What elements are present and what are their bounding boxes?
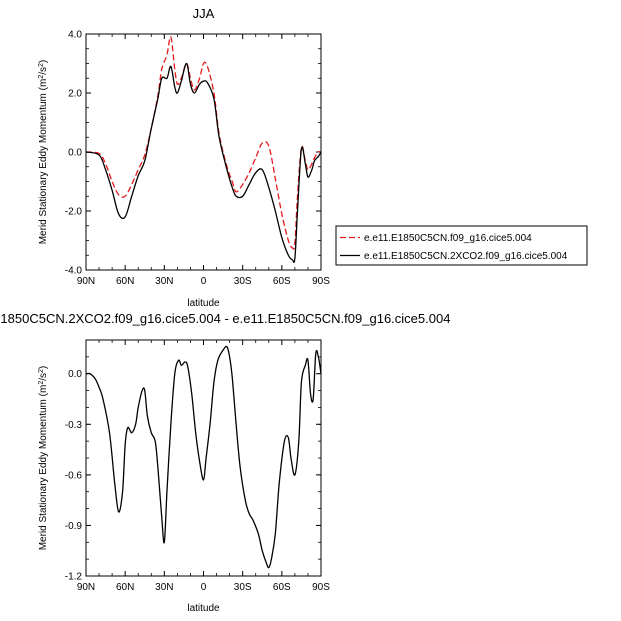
top-y-tick-label: -2.0 [65,207,83,218]
bottom-chart: e.e11.E1850C5CN.2XCO2.f09_g16.cice5.004 … [0,311,450,614]
bottom-y-tick-label: -1.2 [65,572,83,583]
bottom-x-tick-label: 30N [155,582,173,593]
top-x-tick-label: 0 [201,276,207,287]
legend-entry-control: e.e11.E1850C5CN.f09_g16.cice5.004 [364,233,532,244]
bottom-x-tick-label: 90N [77,582,95,593]
top-chart-title: JJA [193,6,215,21]
legend-box [335,225,588,266]
top-y-tick-label: 0.0 [68,148,82,159]
top-x-tick-label: 60S [273,276,291,287]
top-y-axis-label: Merid Stationary Eddy Momentum (m2/s2) [38,60,49,245]
legend-entry-2xco2: e.e11.E1850C5CN.2XCO2.f09_g16.cice5.004 [364,251,568,262]
top-y-tick-label: 4.0 [68,30,82,41]
legend: e.e11.E1850C5CN.f09_g16.cice5.004 e.e11.… [335,225,588,266]
series-line-difference [85,345,322,569]
top-tick-labels: 90N 60N 30N 0 30S 60S 90S -4.0 -2.0 0.0 2.0 4.0 [65,30,330,288]
top-x-tick-label: 30N [155,276,173,287]
top-x-axis-label: latitude [187,298,220,309]
top-x-tick-label: 90N [77,276,95,287]
bottom-plot-frame [85,339,322,577]
top-y-tick-label: 2.0 [68,89,82,100]
bottom-y-tick-label: 0.0 [68,369,82,380]
bottom-x-tick-label: 60N [116,582,134,593]
bottom-chart-title: e.e11.E1850C5CN.2XCO2.f09_g16.cice5.004 … [0,311,450,326]
top-y-tick-label: -4.0 [65,266,83,277]
top-plot-frame [85,33,322,271]
bottom-y-axis-label: Merid Stationary Eddy Momentum (m2/s2) [38,366,49,551]
top-x-tick-label: 30S [234,276,252,287]
bottom-x-tick-label: 0 [201,582,207,593]
top-chart: JJA 90N 60N 30N 0 30S 60S 90S -4.0 -2.0 0.0 2.0 4.0… [38,6,330,309]
series-line-2xco2 [85,62,322,264]
bottom-tick-labels: 90N 60N 30N 0 30S 60S 90S -1.2 -0.9 -0.6 -0.3 0.0 [65,369,330,593]
top-x-tick-label: 60N [116,276,134,287]
top-x-tick-label: 90S [312,276,330,287]
bottom-x-tick-label: 30S [234,582,252,593]
bottom-x-axis-label: latitude [187,603,220,614]
bottom-y-tick-label: -0.3 [65,420,83,431]
bottom-axis-ticks [85,339,322,577]
bottom-y-tick-label: -0.6 [65,470,83,481]
bottom-x-tick-label: 60S [273,582,291,593]
bottom-x-tick-label: 90S [312,582,330,593]
bottom-y-tick-label: -0.9 [65,521,83,532]
series-line-control [85,36,322,250]
top-axis-ticks [85,33,322,271]
